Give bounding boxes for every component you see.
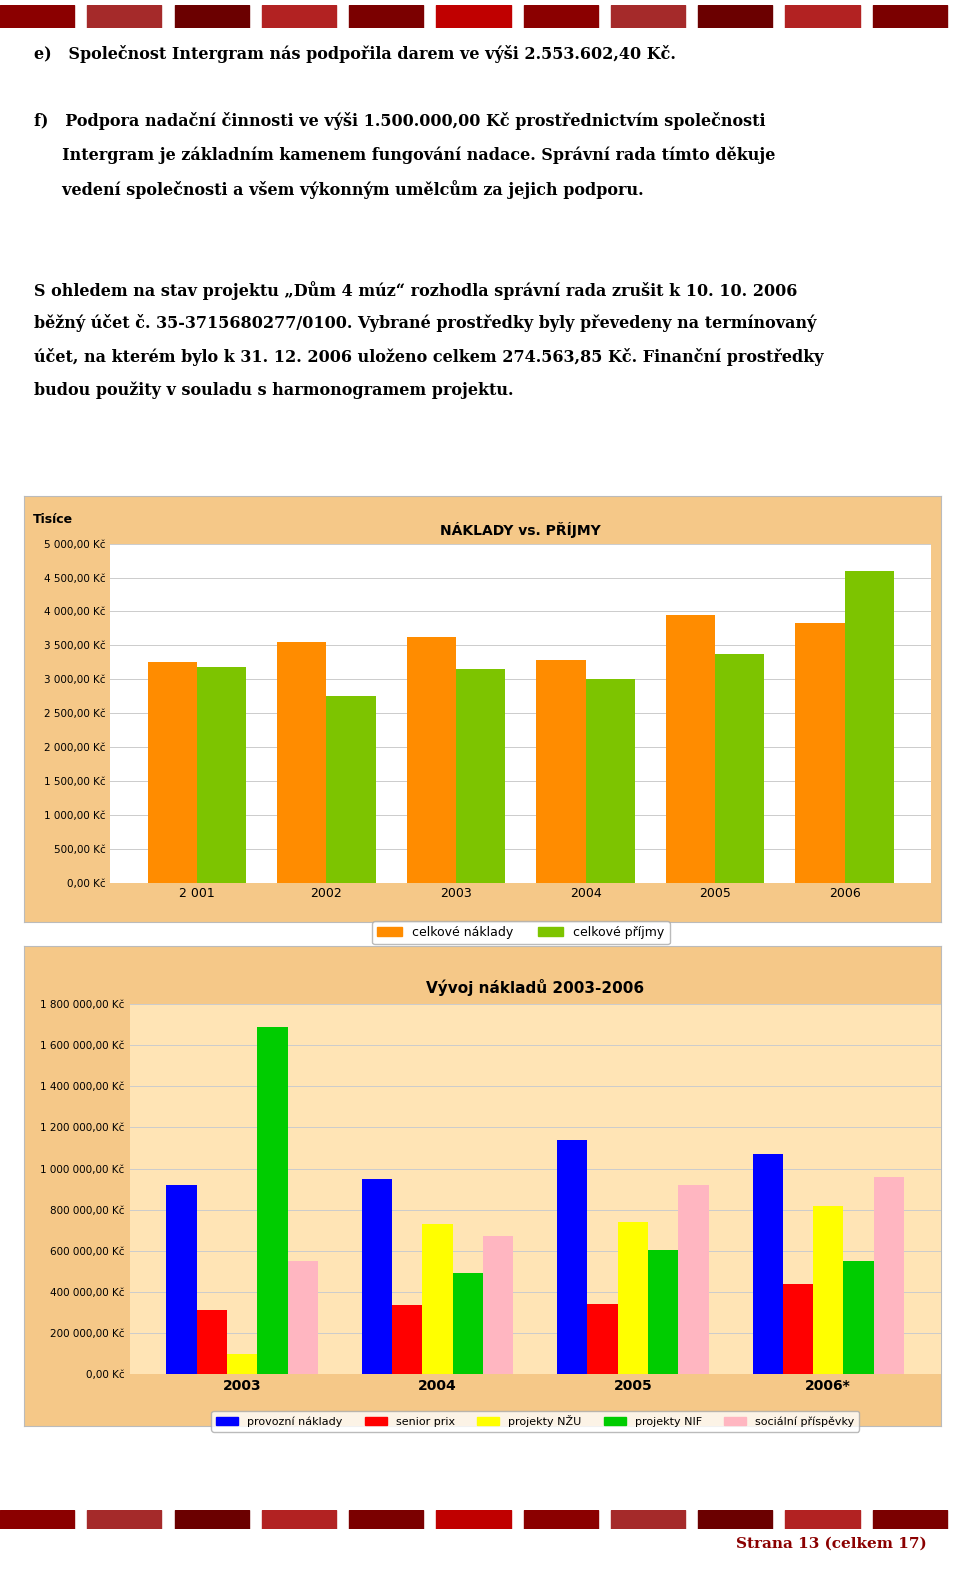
Text: e)   Společnost Intergram nás podpořila darem ve výši 2.553.602,40 Kč.: e) Společnost Intergram nás podpořila da… bbox=[34, 46, 676, 63]
Bar bbox=[753, 1154, 782, 1374]
Bar bbox=[257, 1026, 288, 1374]
Bar bbox=[326, 697, 375, 883]
Bar bbox=[288, 1261, 318, 1374]
Bar bbox=[586, 679, 635, 883]
Bar bbox=[0, 1510, 74, 1529]
Text: budou použity v souladu s harmonogramem projektu.: budou použity v souladu s harmonogramem … bbox=[34, 381, 513, 399]
Bar bbox=[523, 1510, 598, 1529]
Legend: provozní náklady, senior prix, projekty NŽU, projekty NIF, sociální příspěvky: provozní náklady, senior prix, projekty … bbox=[211, 1411, 859, 1431]
Bar bbox=[813, 1206, 844, 1374]
Bar bbox=[648, 1250, 679, 1374]
Bar bbox=[453, 1273, 483, 1374]
Bar bbox=[422, 1225, 453, 1374]
Bar bbox=[698, 5, 773, 28]
Bar bbox=[166, 1185, 197, 1374]
Text: Tisíce: Tisíce bbox=[33, 514, 73, 526]
Text: vedení společnosti a všem výkonným umělcům za jejich podporu.: vedení společnosti a všem výkonným umělc… bbox=[34, 180, 643, 199]
Bar bbox=[0, 5, 74, 28]
Bar bbox=[456, 670, 505, 883]
Bar bbox=[844, 1261, 874, 1374]
Text: Intergram je základním kamenem fungování nadace. Správní rada tímto děkuje: Intergram je základním kamenem fungování… bbox=[34, 147, 775, 164]
Bar bbox=[698, 1510, 773, 1529]
Bar bbox=[557, 1139, 588, 1374]
Bar bbox=[87, 5, 161, 28]
Bar bbox=[785, 5, 859, 28]
Bar bbox=[611, 5, 685, 28]
Bar bbox=[483, 1237, 514, 1374]
Bar bbox=[845, 571, 894, 883]
Bar bbox=[87, 1510, 161, 1529]
Bar bbox=[349, 5, 423, 28]
Bar bbox=[197, 667, 246, 883]
Bar bbox=[874, 1177, 904, 1374]
Bar bbox=[785, 1510, 859, 1529]
Text: f)   Podpora nadační činnosti ve výši 1.500.000,00 Kč prostřednictvím společnost: f) Podpora nadační činnosti ve výši 1.50… bbox=[34, 112, 765, 131]
Bar bbox=[197, 1311, 227, 1374]
Bar bbox=[873, 1510, 947, 1529]
Bar bbox=[175, 1510, 249, 1529]
Bar bbox=[782, 1284, 813, 1374]
Bar bbox=[537, 660, 586, 883]
Title: NÁKLADY vs. PŘÍJMY: NÁKLADY vs. PŘÍJMY bbox=[441, 522, 601, 539]
Bar bbox=[617, 1221, 648, 1374]
Bar bbox=[437, 5, 511, 28]
Text: běžný účet č. 35-3715680277/0100. Vybrané prostředky byly převedeny na termínova: běžný účet č. 35-3715680277/0100. Vybran… bbox=[34, 315, 816, 333]
Bar bbox=[437, 1510, 511, 1529]
Bar bbox=[679, 1185, 708, 1374]
Title: Vývoj nákladů 2003-2006: Vývoj nákladů 2003-2006 bbox=[426, 979, 644, 996]
Bar bbox=[148, 662, 197, 883]
Text: Strana 13 (celkem 17): Strana 13 (celkem 17) bbox=[735, 1537, 926, 1551]
Bar bbox=[362, 1179, 392, 1374]
Bar bbox=[227, 1354, 257, 1374]
Bar bbox=[349, 1510, 423, 1529]
Bar bbox=[611, 1510, 685, 1529]
Bar bbox=[796, 623, 845, 883]
Bar bbox=[262, 5, 336, 28]
Bar bbox=[277, 641, 326, 883]
Bar bbox=[392, 1305, 422, 1374]
Bar bbox=[666, 615, 715, 883]
Bar bbox=[588, 1305, 617, 1374]
Text: účet, na kterém bylo k 31. 12. 2006 uloženo celkem 274.563,85 Kč. Finanční prost: účet, na kterém bylo k 31. 12. 2006 ulož… bbox=[34, 348, 823, 366]
Legend: celkové náklady, celkové příjmy: celkové náklady, celkové příjmy bbox=[372, 920, 669, 944]
Bar bbox=[175, 5, 249, 28]
Bar bbox=[873, 5, 947, 28]
Bar bbox=[407, 637, 456, 883]
Text: S ohledem na stav projektu „Dům 4 múz“ rozhodla správní rada zrušit k 10. 10. 20: S ohledem na stav projektu „Dům 4 múz“ r… bbox=[34, 281, 797, 299]
Bar bbox=[262, 1510, 336, 1529]
Bar bbox=[715, 654, 764, 883]
Bar bbox=[523, 5, 598, 28]
